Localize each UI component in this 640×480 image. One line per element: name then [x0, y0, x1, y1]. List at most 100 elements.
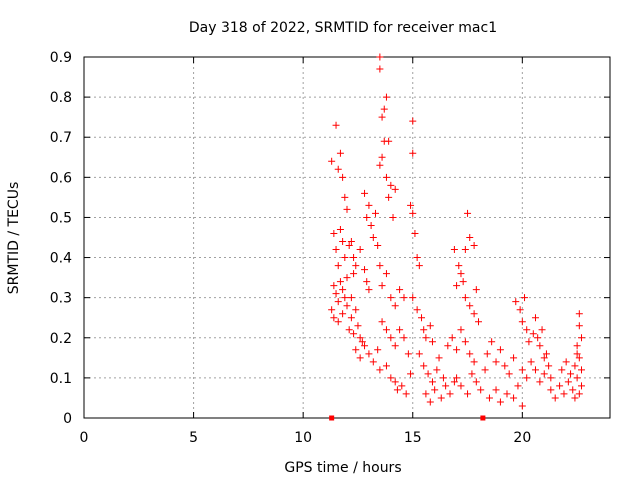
data-point — [575, 310, 583, 318]
data-point — [376, 366, 384, 374]
data-point — [389, 213, 397, 221]
data-point — [347, 294, 355, 302]
data-point — [400, 294, 408, 302]
data-point — [575, 322, 583, 330]
data-point — [562, 358, 570, 366]
data-point — [363, 213, 371, 221]
data-point — [361, 189, 369, 197]
data-point — [400, 334, 408, 342]
data-point — [461, 338, 469, 346]
data-point — [496, 346, 504, 354]
data-point — [428, 338, 436, 346]
data-point — [332, 121, 340, 129]
data-point — [361, 266, 369, 274]
grid — [84, 57, 610, 418]
data-point — [450, 246, 458, 254]
data-point — [433, 366, 441, 374]
data-point — [505, 370, 513, 378]
data-point — [457, 270, 465, 278]
data-point — [569, 386, 577, 394]
data-point — [422, 334, 430, 342]
data-point — [350, 254, 358, 262]
data-point — [578, 334, 586, 342]
data-point — [472, 378, 480, 386]
y-axis-label: SRMTID / TECUs — [6, 182, 22, 295]
x-tick-label: 0 — [80, 430, 89, 446]
data-point — [571, 362, 579, 370]
data-point — [464, 390, 472, 398]
data-point — [336, 278, 344, 286]
data-point — [387, 294, 395, 302]
data-point — [420, 326, 428, 334]
data-point — [455, 262, 463, 270]
data-point — [488, 338, 496, 346]
data-point — [529, 330, 537, 338]
data-point — [330, 314, 338, 322]
data-point — [409, 294, 417, 302]
data-point — [527, 358, 535, 366]
data-point — [352, 262, 360, 270]
data-point — [461, 294, 469, 302]
data-point — [578, 366, 586, 374]
data-point — [540, 354, 548, 362]
data-point — [350, 330, 358, 338]
data-point — [453, 346, 461, 354]
data-point — [407, 201, 415, 209]
y-tick-label: 0.9 — [50, 50, 72, 66]
data-point — [470, 242, 478, 250]
data-point — [415, 350, 423, 358]
data-point — [328, 157, 336, 165]
data-point — [575, 390, 583, 398]
data-point — [382, 362, 390, 370]
data-point — [518, 366, 526, 374]
data-point — [336, 149, 344, 157]
data-point — [339, 173, 347, 181]
data-point — [551, 394, 559, 402]
data-point — [356, 246, 364, 254]
data-point — [525, 338, 533, 346]
data-point — [420, 362, 428, 370]
data-point — [536, 342, 544, 350]
data-point — [510, 354, 518, 362]
plot-frame — [83, 56, 611, 419]
data-point — [332, 246, 340, 254]
data-point — [385, 193, 393, 201]
data-point — [378, 153, 386, 161]
data-point — [407, 370, 415, 378]
y-tick-label: 0.5 — [50, 210, 72, 226]
x-tick-label: 20 — [513, 430, 531, 446]
data-point — [466, 234, 474, 241]
data-point — [485, 394, 493, 402]
data-point — [376, 65, 384, 73]
data-point — [365, 286, 373, 294]
data-point — [483, 350, 491, 358]
data-point — [446, 390, 454, 398]
data-point — [411, 229, 419, 237]
data-point — [336, 225, 344, 233]
data-point — [492, 358, 500, 366]
data-point — [518, 318, 526, 326]
data-point — [431, 386, 439, 394]
data-point — [468, 370, 476, 378]
data-point — [382, 270, 390, 278]
data-point — [545, 362, 553, 370]
data-point — [426, 322, 434, 330]
data-point — [334, 165, 342, 173]
data-point — [556, 382, 564, 390]
axis-marker — [480, 415, 486, 421]
data-point — [464, 209, 472, 217]
y-tick-label: 0.3 — [50, 291, 72, 307]
data-point — [385, 137, 393, 145]
data-point — [363, 278, 371, 286]
data-point — [347, 238, 355, 246]
y-tick-label: 0.8 — [50, 90, 72, 106]
data-point — [382, 93, 390, 101]
y-tick-label: 0.6 — [50, 170, 72, 186]
data-point — [398, 382, 406, 390]
data-point — [477, 386, 485, 394]
data-point — [457, 326, 465, 334]
data-point — [369, 358, 377, 366]
data-point — [413, 254, 421, 262]
data-point — [358, 338, 366, 346]
